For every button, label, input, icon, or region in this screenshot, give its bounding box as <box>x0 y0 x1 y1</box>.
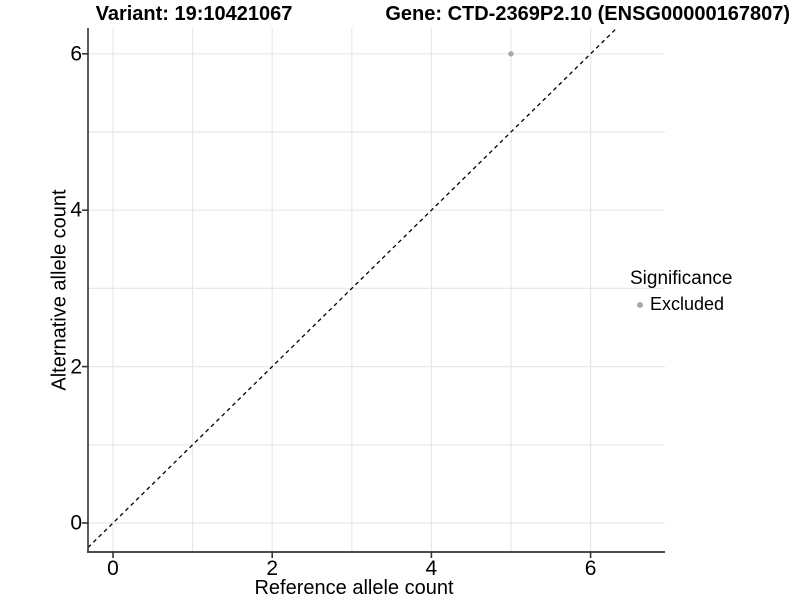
legend-item-label: Excluded <box>650 294 725 314</box>
x-tick-label: 0 <box>107 557 119 580</box>
x-tick-label: 6 <box>584 557 597 580</box>
x-axis-title: Reference allele count <box>254 577 454 599</box>
legend: Significance Excluded <box>630 268 732 315</box>
data-point <box>508 51 514 57</box>
legend-item-excluded: Excluded <box>630 294 732 315</box>
plot-title-variant: Variant: 19:10421067 <box>95 3 293 25</box>
y-tick-label: 6 <box>70 42 82 66</box>
x-tick-label: 4 <box>425 557 438 580</box>
x-tick-label: 2 <box>266 557 279 580</box>
y-tick-label: 2 <box>70 355 82 379</box>
y-tick-label: 4 <box>70 198 82 222</box>
plot-title-gene: Gene: CTD-2369P2.10 (ENSG00000167807) <box>385 3 790 25</box>
y-tick-label: 0 <box>70 511 82 535</box>
identity-dashed-line <box>87 27 618 549</box>
legend-title: Significance <box>630 268 733 289</box>
excluded-point-icon <box>637 301 643 308</box>
